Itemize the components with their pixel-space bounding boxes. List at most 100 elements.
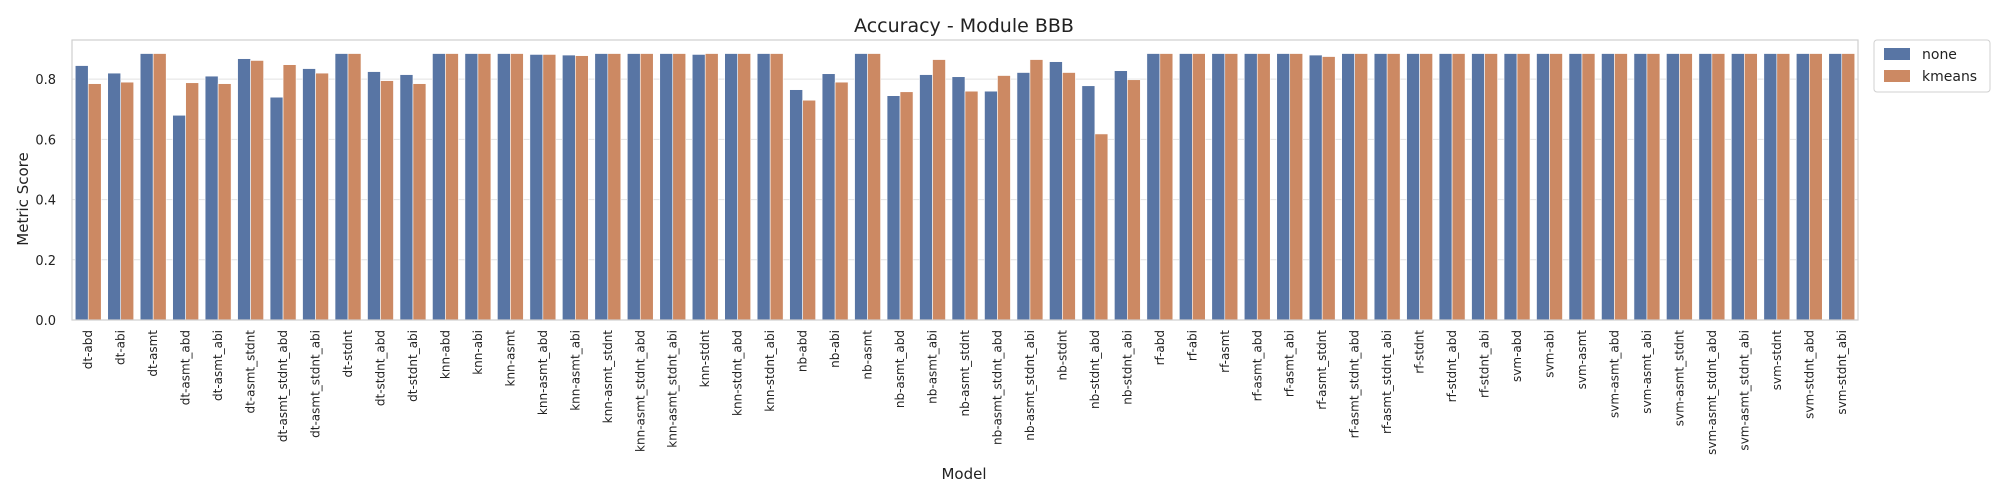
- bar-none-rf-asmt_abd: [1243, 53, 1258, 321]
- x-tick-label: nb-asmt_stdnt_abd: [990, 330, 1004, 445]
- bar-none-svm-stdnt_abi: [1828, 53, 1843, 321]
- bar-kmeans-nb-asmt_abi: [932, 59, 946, 321]
- bar-kmeans-nb-asmt_abd: [899, 91, 914, 321]
- x-tick-label: knn-asmt_abd: [536, 330, 550, 415]
- bar-kmeans-nb-abi: [834, 81, 849, 321]
- x-tick-label: nb-asmt_stdnt: [958, 330, 972, 417]
- x-tick-label: svm-abd: [1510, 330, 1524, 382]
- bar-kmeans-rf-asmt: [1224, 53, 1239, 321]
- bar-none-knn-abi: [464, 53, 479, 321]
- x-tick-label: nb-asmt_abi: [926, 330, 940, 404]
- bar-none-nb-stdnt: [1049, 61, 1063, 321]
- plot-frame: [71, 39, 1859, 321]
- bar-kmeans-dt-stdnt_abd: [380, 80, 394, 321]
- bar-none-rf-stdnt: [1406, 53, 1420, 321]
- x-tick-label: rf-stdnt_abd: [1445, 330, 1459, 402]
- bar-kmeans-nb-asmt_stdnt: [964, 90, 979, 321]
- x-tick-label: nb-asmt_stdnt_abi: [1023, 330, 1037, 441]
- bar-kmeans-dt-asmt_stdnt_abd: [282, 64, 297, 321]
- bar-kmeans-svm-asmt: [1581, 53, 1596, 321]
- bar-none-svm-stdnt: [1763, 53, 1778, 321]
- x-tick-label: rf-stdnt_abi: [1478, 330, 1492, 398]
- x-tick-label: svm-stdnt: [1770, 330, 1784, 391]
- bar-none-knn-stdnt: [691, 54, 706, 321]
- bar-kmeans-dt-stdnt: [347, 53, 362, 321]
- bar-kmeans-svm-asmt_stdnt_abd: [1711, 53, 1726, 321]
- chart-title: Accuracy - Module BBB: [854, 15, 1074, 37]
- bar-none-dt-stdnt_abd: [367, 71, 381, 321]
- x-tick-label: nb-abi: [828, 330, 842, 368]
- bar-kmeans-dt-asmt_stdnt: [250, 60, 264, 321]
- bar-none-svm-asmt_stdnt_abi: [1731, 53, 1745, 321]
- x-tick-label: svm-stdnt_abi: [1835, 330, 1849, 415]
- bar-kmeans-svm-asmt_stdnt_abi: [1744, 53, 1758, 321]
- x-tick-label: rf-asmt_abi: [1283, 330, 1297, 397]
- bar-kmeans-knn-asmt_abd: [542, 54, 557, 321]
- bar-none-knn-asmt: [497, 53, 511, 321]
- bar-kmeans-nb-abd: [802, 99, 816, 321]
- x-tick-label: nb-abd: [796, 330, 810, 372]
- x-tick-label: nb-stdnt: [1055, 330, 1069, 381]
- bar-none-dt-asmt_abi: [204, 75, 219, 321]
- x-tick-label: dt-abd: [81, 330, 95, 369]
- bar-kmeans-svm-abi: [1549, 53, 1563, 321]
- x-tick-label: dt-stdnt_abi: [406, 330, 420, 402]
- x-tick-label: svm-asmt_stdnt_abi: [1737, 330, 1751, 451]
- bar-kmeans-rf-asmt_stdnt_abi: [1386, 53, 1401, 321]
- bar-none-rf-asmt: [1211, 53, 1226, 321]
- x-tick-label: knn-asmt_stdnt: [601, 330, 615, 424]
- x-tick-label: svm-stdnt_abd: [1802, 330, 1816, 419]
- x-tick-label: dt-asmt_abi: [211, 330, 225, 401]
- bar-none-dt-asmt: [139, 53, 154, 321]
- bar-kmeans-knn-stdnt: [704, 53, 719, 321]
- x-tick-label: knn-abi: [471, 330, 485, 375]
- x-tick-label: dt-asmt_stdnt_abi: [309, 330, 323, 438]
- bar-none-rf-asmt_stdnt_abd: [1341, 53, 1355, 321]
- bar-none-dt-stdnt: [334, 53, 349, 321]
- x-tick-label: dt-asmt: [146, 330, 160, 377]
- x-tick-label: knn-stdnt_abd: [731, 330, 745, 416]
- x-tick-label: rf-abi: [1185, 330, 1199, 361]
- bar-kmeans-rf-stdnt_abi: [1484, 53, 1498, 321]
- x-tick-label: rf-stdnt: [1413, 330, 1427, 374]
- bar-kmeans-knn-stdnt_abd: [737, 53, 751, 321]
- x-tick-label: rf-asmt: [1218, 330, 1232, 373]
- x-tick-label: knn-asmt_abi: [568, 330, 582, 411]
- bar-none-dt-asmt_stdnt: [237, 58, 251, 321]
- x-tick-label: svm-asmt_abi: [1640, 330, 1654, 414]
- axes-layer: 0.0 0.2 0.4 0.6 0.8 dt-abd dt-abi dt-asmt dt-asm…: [35, 39, 1859, 455]
- x-tick-label: rf-asmt_stdnt_abd: [1348, 330, 1362, 438]
- bar-kmeans-svm-asmt_stdnt: [1679, 53, 1693, 321]
- bar-none-knn-stdnt_abd: [724, 53, 738, 321]
- bar-none-nb-asmt_abd: [886, 95, 901, 321]
- y-tick-label: 0.8: [35, 73, 56, 88]
- bar-kmeans-rf-abi: [1192, 53, 1206, 321]
- bar-none-rf-stdnt_abi: [1471, 53, 1485, 321]
- x-tick-label: svm-asmt_stdnt: [1672, 330, 1686, 427]
- bar-none-nb-asmt: [854, 53, 868, 321]
- bar-none-rf-abd: [1146, 53, 1161, 321]
- bar-none-knn-asmt_stdnt_abi: [659, 53, 674, 321]
- x-tick-label: nb-asmt_abd: [893, 330, 907, 408]
- bar-none-dt-stdnt_abi: [399, 74, 414, 321]
- bar-kmeans-dt-abi: [120, 81, 134, 321]
- x-tick-label: svm-asmt_abd: [1607, 330, 1621, 418]
- x-tick-label: nb-stdnt_abi: [1120, 330, 1134, 405]
- bar-kmeans-knn-asmt_stdnt_abd: [639, 53, 654, 321]
- bar-none-rf-abi: [1179, 53, 1193, 321]
- bar-kmeans-svm-asmt_abd: [1614, 53, 1628, 321]
- bar-none-rf-asmt_stdnt: [1308, 54, 1323, 321]
- legend: none kmeans: [1873, 39, 1991, 93]
- bar-kmeans-svm-abd: [1516, 53, 1531, 321]
- x-tick-label: knn-stdnt: [698, 330, 712, 388]
- bar-kmeans-svm-asmt_abi: [1646, 53, 1661, 321]
- bar-none-svm-stdnt_abd: [1796, 53, 1810, 321]
- x-tick-label: svm-asmt: [1575, 330, 1589, 390]
- bar-kmeans-nb-stdnt_abi: [1127, 79, 1141, 321]
- bar-kmeans-rf-asmt_abi: [1289, 53, 1304, 321]
- bar-none-svm-asmt: [1568, 53, 1583, 321]
- bar-none-svm-asmt_stdnt_abd: [1698, 53, 1713, 321]
- x-tick-label: dt-asmt_abd: [179, 330, 193, 405]
- x-tick-label: dt-asmt_stdnt: [244, 330, 258, 414]
